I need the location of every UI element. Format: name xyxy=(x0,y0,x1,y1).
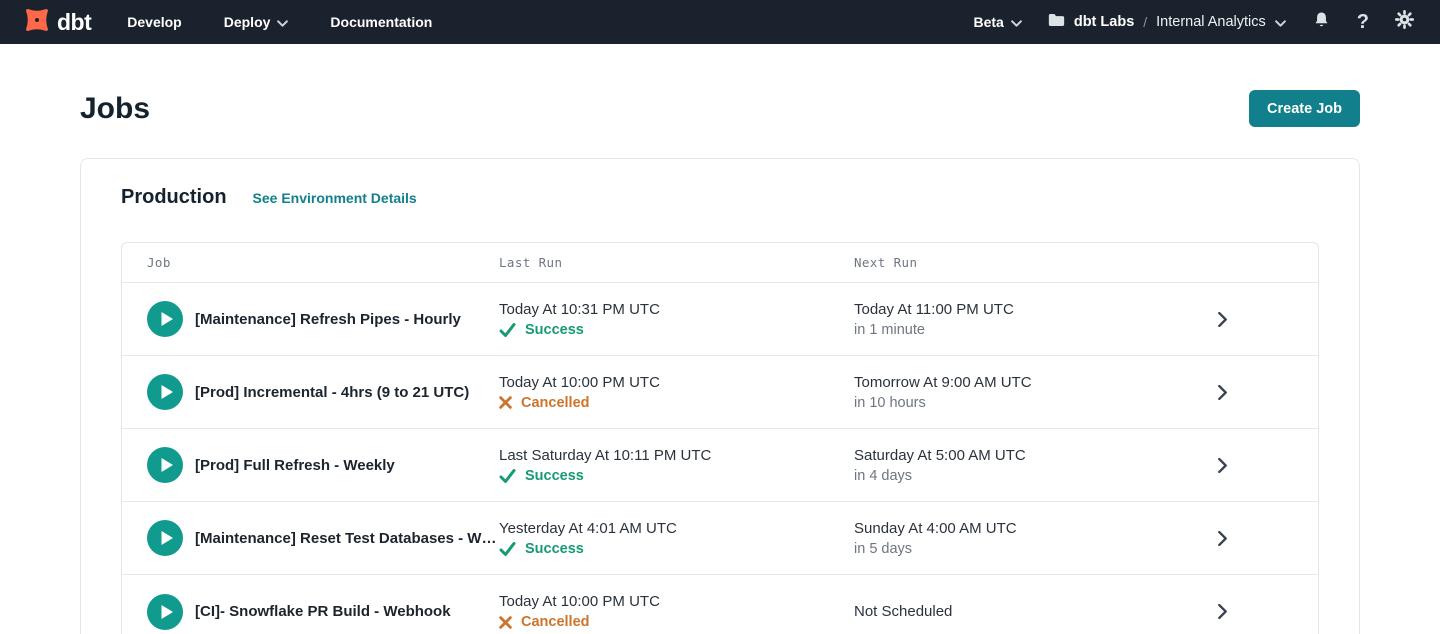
breadcrumb-separator: / xyxy=(1143,14,1148,30)
job-name: [CI]- Snowflake PR Build - Webhook xyxy=(195,603,451,620)
gear-icon xyxy=(1394,9,1415,34)
nav-documentation[interactable]: Documentation xyxy=(330,14,432,30)
next-run-relative: in 5 days xyxy=(854,540,913,557)
next-run-relative: in 4 days xyxy=(854,467,913,484)
next-run-time: Sunday At 4:00 AM UTC xyxy=(854,519,1017,537)
chevron-right-icon[interactable] xyxy=(1217,530,1227,546)
table-row[interactable]: [Maintenance] Refresh Pipes - Hourly Tod… xyxy=(122,283,1318,356)
job-name: [Prod] Incremental - 4hrs (9 to 21 UTC) xyxy=(195,383,470,401)
jobs-table: Job Last Run Next Run [Maintenance] Refr… xyxy=(121,242,1319,634)
table-row[interactable]: [CI]- Snowflake PR Build - Webhook Today… xyxy=(122,575,1318,634)
next-run-time: Saturday At 5:00 AM UTC xyxy=(854,446,1026,464)
last-run-time: Yesterday At 4:01 AM UTC xyxy=(499,519,677,537)
last-run-time: Last Saturday At 10:11 PM UTC xyxy=(499,446,712,464)
status-badge: Success xyxy=(525,540,584,557)
next-run-relative: in 1 minute xyxy=(854,321,925,338)
nav-develop-label: Develop xyxy=(127,14,182,30)
dbt-logo-icon xyxy=(22,5,52,40)
nav-develop[interactable]: Develop xyxy=(127,14,181,30)
dbt-logo[interactable]: dbt xyxy=(22,5,92,40)
run-job-button[interactable] xyxy=(147,593,183,630)
environment-name: Production xyxy=(121,186,227,208)
run-job-button[interactable] xyxy=(147,374,183,410)
last-run-time: Today At 10:00 PM UTC xyxy=(499,593,660,610)
status-badge: Cancelled xyxy=(521,614,590,630)
next-run-relative: in 10 hours xyxy=(854,394,926,411)
see-environment-details-link[interactable]: See Environment Details xyxy=(252,190,417,206)
bell-icon xyxy=(1312,10,1331,35)
x-icon xyxy=(499,615,512,629)
account-name: dbt Labs xyxy=(1073,14,1135,30)
dbt-logo-text: dbt xyxy=(57,8,92,35)
play-icon xyxy=(161,458,173,472)
settings-button[interactable] xyxy=(1394,9,1415,34)
chevron-down-icon xyxy=(1274,19,1286,27)
environment-card: Production See Environment Details Job L… xyxy=(80,158,1360,634)
table-row[interactable]: [Maintenance] Reset Test Databases - W… … xyxy=(122,502,1318,575)
beta-label: Beta xyxy=(973,14,1004,30)
last-run-time: Today At 10:00 PM UTC xyxy=(499,373,660,391)
create-job-button[interactable]: Create Job xyxy=(1249,90,1360,127)
chevron-right-icon[interactable] xyxy=(1217,384,1227,400)
column-header-next-run: Next Run xyxy=(854,255,918,270)
notifications-button[interactable] xyxy=(1312,10,1331,35)
play-icon xyxy=(161,312,173,326)
play-icon xyxy=(161,531,173,545)
job-name: [Prod] Full Refresh - Weekly xyxy=(195,456,395,474)
run-job-button[interactable] xyxy=(147,447,183,483)
check-icon xyxy=(499,322,516,337)
chevron-right-icon[interactable] xyxy=(1217,604,1227,619)
project-name: Internal Analytics xyxy=(1156,14,1266,30)
chevron-right-icon[interactable] xyxy=(1217,311,1227,327)
nav-documentation-label: Documentation xyxy=(330,14,433,30)
status-badge: Success xyxy=(525,321,584,338)
nav-deploy[interactable]: Deploy xyxy=(224,14,289,30)
x-icon xyxy=(499,396,512,409)
beta-dropdown[interactable]: Beta xyxy=(973,14,1022,30)
play-icon xyxy=(161,385,173,399)
play-icon xyxy=(161,604,173,619)
account-project-breadcrumb[interactable]: dbt Labs / Internal Analytics xyxy=(1048,13,1286,32)
folder-icon xyxy=(1048,13,1065,32)
top-navbar: dbt Develop Deploy Documentation Beta db… xyxy=(0,0,1440,44)
nav-deploy-label: Deploy xyxy=(223,14,271,30)
help-button[interactable]: ? xyxy=(1357,12,1369,32)
last-run-time: Today At 10:31 PM UTC xyxy=(499,300,660,318)
chevron-right-icon[interactable] xyxy=(1217,457,1227,473)
column-header-job: Job xyxy=(147,255,171,270)
run-job-button[interactable] xyxy=(147,301,183,337)
job-name: [Maintenance] Reset Test Databases - W… xyxy=(195,529,497,547)
next-run-time: Tomorrow At 9:00 AM UTC xyxy=(854,373,1032,391)
job-name: [Maintenance] Refresh Pipes - Hourly xyxy=(195,310,461,328)
check-icon xyxy=(499,468,516,483)
chevron-down-icon xyxy=(1010,19,1022,27)
run-job-button[interactable] xyxy=(147,520,183,556)
page-title: Jobs xyxy=(80,91,151,125)
jobs-table-header: Job Last Run Next Run xyxy=(122,243,1318,283)
table-row[interactable]: [Prod] Full Refresh - Weekly Last Saturd… xyxy=(122,429,1318,502)
table-row[interactable]: [Prod] Incremental - 4hrs (9 to 21 UTC) … xyxy=(122,356,1318,429)
column-header-last-run: Last Run xyxy=(499,255,563,270)
next-run-time: Not Scheduled xyxy=(854,603,953,620)
status-badge: Success xyxy=(525,467,584,484)
check-icon xyxy=(499,541,516,556)
chevron-down-icon xyxy=(277,19,289,27)
help-icon: ? xyxy=(1356,11,1369,33)
status-badge: Cancelled xyxy=(521,394,590,411)
next-run-time: Today At 11:00 PM UTC xyxy=(854,300,1014,318)
